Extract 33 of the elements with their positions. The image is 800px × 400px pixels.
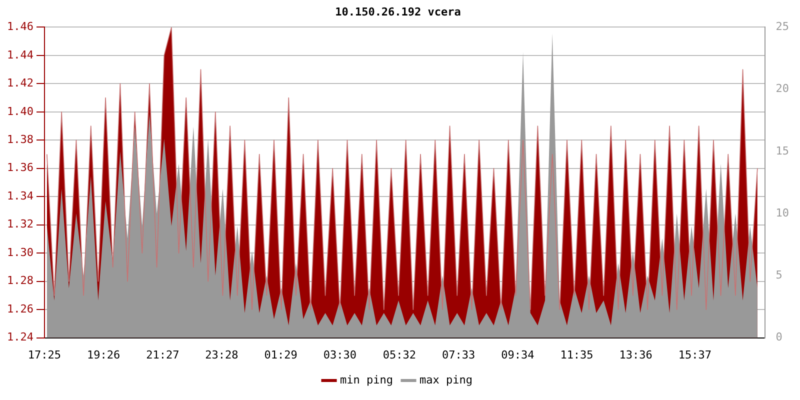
x-tick-label: 17:25 — [28, 348, 62, 362]
x-tick-label: 11:35 — [560, 348, 594, 362]
legend-label: min ping — [340, 373, 394, 386]
y-tick-label: 1.30 — [6, 246, 34, 259]
x-tick-label: 19:26 — [87, 348, 120, 362]
y-tick-label: 1.40 — [6, 104, 34, 118]
x-tick-label: 13:36 — [619, 348, 652, 362]
x-tick-label: 03:30 — [323, 348, 356, 362]
y-tick-label: 1.36 — [6, 161, 34, 174]
x-tick-label: 23:28 — [205, 348, 238, 362]
y2-tick-label: 0 — [776, 330, 782, 344]
y-tick-label: 1.38 — [6, 133, 34, 146]
chart-title: 10.150.26.192 vcera — [335, 5, 461, 18]
y-tick-label: 1.42 — [6, 76, 34, 90]
x-tick-label: 07:33 — [442, 348, 476, 362]
y-tick-label: 1.46 — [6, 20, 34, 34]
y2-tick-label: 25 — [776, 20, 790, 34]
y2-tick-label: 15 — [776, 144, 790, 158]
x-tick-label: 09:34 — [501, 348, 535, 362]
x-tick-label: 01:29 — [264, 348, 298, 362]
x-tick-label: 21:27 — [146, 348, 180, 362]
legend-label: max ping — [420, 373, 472, 386]
x-tick-label: 15:37 — [678, 348, 712, 362]
y-tick-label: 1.26 — [6, 302, 34, 316]
y-tick-label: 1.32 — [6, 218, 34, 231]
y-tick-label: 1.24 — [6, 330, 34, 344]
x-tick-label: 05:32 — [382, 348, 416, 362]
y-tick-label: 1.44 — [6, 48, 34, 62]
y2-tick-label: 10 — [776, 206, 790, 220]
y2-tick-label: 5 — [776, 268, 782, 282]
y-tick-label: 1.28 — [6, 274, 34, 288]
y-tick-label: 1.34 — [6, 189, 34, 202]
y2-tick-label: 20 — [776, 82, 790, 96]
